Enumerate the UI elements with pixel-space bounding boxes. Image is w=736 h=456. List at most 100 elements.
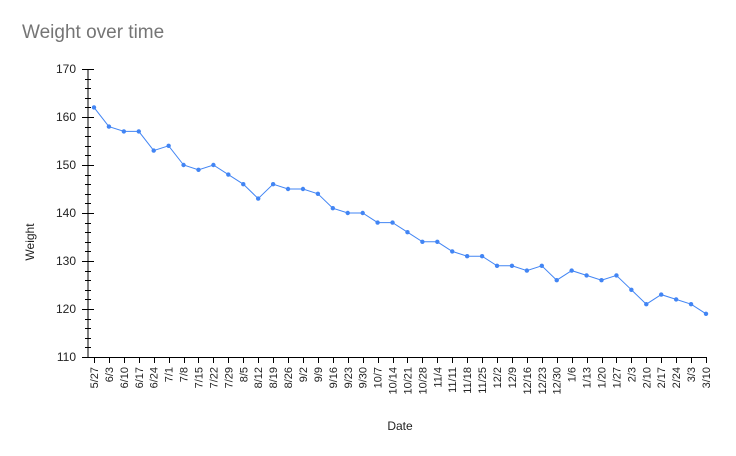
x-tick-label: 8/5 [238,367,250,382]
data-point [599,278,604,283]
data-point [435,239,440,244]
data-point [255,196,261,201]
data-point [241,182,246,187]
x-tick-label: 2/3 [626,367,638,382]
x-tick-label: 6/17 [134,367,146,388]
chart-title: Weight over time [22,22,165,43]
x-tick-label: 6/24 [149,367,161,388]
x-tick-label: 2/10 [641,367,653,388]
x-tick-label: 11/11 [447,367,459,393]
x-tick-label: 1/27 [611,367,623,388]
x-tick-label: 7/15 [193,367,205,388]
data-point [390,220,395,225]
data-point [285,186,291,192]
data-point [659,292,664,297]
data-point [420,239,425,244]
y-tick-label: 160 [56,110,76,124]
x-tick-label: 8/26 [283,367,295,388]
data-point [315,191,321,196]
x-tick-label: 9/30 [358,367,370,388]
data-point [450,249,455,254]
x-tick-label: 8/12 [253,367,265,388]
x-tick-label: 12/16 [522,367,534,395]
x-tick-label: 12/2 [492,367,504,388]
x-tick-label: 2/24 [671,367,683,388]
x-tick-label: 6/3 [104,367,116,382]
series [91,105,709,316]
x-tick-label: 1/6 [567,367,579,382]
data-point [211,162,216,168]
data-point [464,254,470,259]
x-tick-label: 12/9 [507,367,519,388]
data-point [554,278,559,283]
y-axis: 110 120 130 140 150 160 170 [56,62,94,364]
data-point [226,172,231,177]
x-tick-label: 12/23 [537,367,549,395]
data-point [524,268,530,273]
x-tick-label: 10/7 [373,367,385,388]
y-tick-label: 120 [56,302,76,316]
x-tick-label: 10/28 [417,367,429,395]
data-point [345,210,350,216]
data-point [106,124,112,129]
data-point [479,254,485,259]
x-tick-label: 6/10 [119,367,131,388]
data-point [121,129,127,134]
data-point [136,129,141,134]
x-tick-label: 12/30 [552,367,564,395]
data-point [584,273,589,278]
x-tick-label: 1/13 [582,367,594,388]
data-point [673,297,679,302]
x-tick-label: 11/18 [462,367,474,394]
data-point [405,230,410,235]
data-point [569,268,574,273]
y-tick-label: 110 [57,350,76,364]
x-tick-label: 7/1 [164,367,176,382]
x-tick-label: 10/21 [402,367,414,395]
x-axis-label: Date [387,419,413,433]
x-tick-label: 11/25 [477,367,489,394]
data-point [166,143,171,148]
x-tick-label: 9/9 [313,367,325,382]
data-point [539,263,545,268]
data-point [196,167,201,172]
x-tick-label: 9/16 [328,367,340,388]
y-tick-label: 150 [56,158,76,172]
x-axis: 5/27 6/3 6/10 6/17 6/24 7/1 7/8 7/15 7/22 7/29 8/5… [89,357,713,395]
data-point [509,263,515,268]
data-point [151,148,156,153]
x-tick-label: 3/10 [701,367,713,388]
x-tick-label: 1/20 [597,367,609,388]
data-point [629,287,634,292]
y-tick-label: 170 [56,62,76,76]
x-tick-label: 7/22 [208,367,220,388]
y-tick-label: 130 [56,254,76,268]
x-tick-label: 9/23 [343,367,355,388]
data-point [688,302,694,307]
data-point [360,210,365,216]
y-tick-label: 140 [56,206,76,220]
x-tick-label: 9/2 [298,367,310,382]
data-point [330,206,336,211]
data-point [494,263,500,268]
x-tick-label: 11/4 [432,367,444,388]
series-line [93,107,707,315]
x-tick-label: 3/3 [686,367,698,382]
data-point [703,311,709,316]
data-point [614,273,619,278]
x-tick-label: 10/14 [388,367,400,395]
x-tick-label: 7/29 [223,367,235,388]
data-point [91,105,97,110]
x-tick-label: 7/8 [179,367,191,382]
data-point [644,302,649,307]
x-tick-label: 5/27 [89,367,101,388]
data-point [375,220,380,225]
data-point [181,162,186,168]
y-axis-label: Weight [23,223,37,261]
x-tick-label: 2/17 [656,367,668,388]
data-point [270,182,276,187]
x-tick-label: 8/19 [268,367,280,388]
data-point [300,186,306,192]
